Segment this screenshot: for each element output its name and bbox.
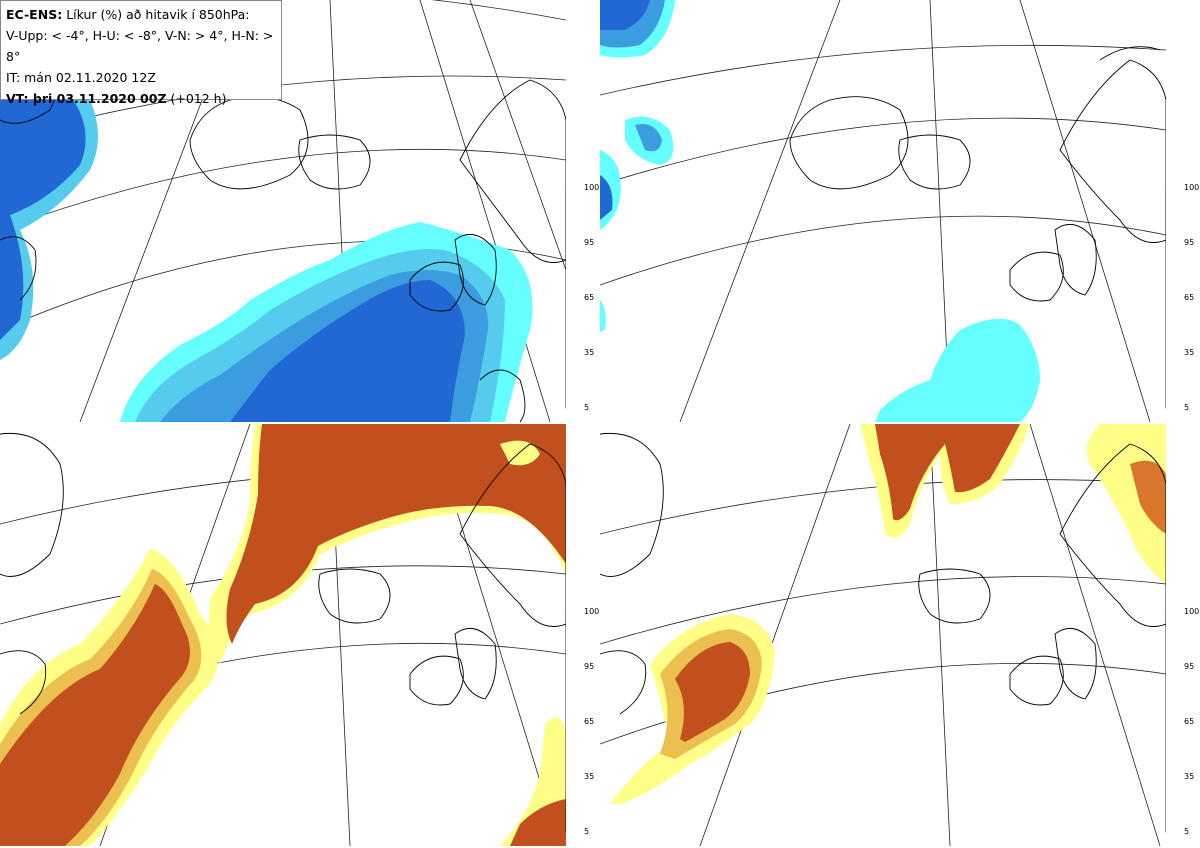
colorbar-tick-label: 100 xyxy=(1184,183,1200,192)
panel-top-right-h-u xyxy=(600,0,1166,422)
probability-map-cold-4 xyxy=(0,0,566,422)
colorbar-tick-label: 65 xyxy=(584,717,595,726)
colorbar-tick-label: 5 xyxy=(1184,403,1190,412)
info-categories-line: V-Upp: < -4°, H-U: < -8°, V-N: > 4°, H-N… xyxy=(6,28,274,64)
coastlines xyxy=(0,8,566,422)
colorbar-tick-label: 5 xyxy=(584,827,590,836)
cold-area-south xyxy=(875,318,1040,422)
title-text: Líkur (%) að hitavik í 850hPa: xyxy=(66,7,250,22)
colorbar-tick-label: 95 xyxy=(584,238,595,247)
warm-area-hole xyxy=(500,440,540,466)
model-name: EC-ENS: xyxy=(6,7,63,22)
warm-area-north-core xyxy=(875,424,1020,521)
forecast-info-box: EC-ENS: Líkur (%) að hitavik í 850hPa: V… xyxy=(0,0,282,106)
warm-area-southeast-core xyxy=(510,799,566,846)
graticule xyxy=(600,0,1166,422)
coastlines xyxy=(789,46,1166,302)
colorbar-tick-label: 35 xyxy=(1184,348,1195,357)
panel-bottom-right-h-n xyxy=(600,424,1166,846)
cold-area-blob-1-core xyxy=(635,124,662,152)
colorbar-tick-label: 95 xyxy=(1184,238,1195,247)
colorbar-tick-label: 100 xyxy=(584,607,600,616)
warm-area-tongue-core xyxy=(675,642,750,742)
probability-map-warm-8 xyxy=(600,424,1166,846)
colorbar-tick-label: 100 xyxy=(584,183,600,192)
valid-time: VT: þri 03.11.2020 00Z xyxy=(6,91,167,106)
colorbar-tick-label: 95 xyxy=(584,662,595,671)
info-title-line: EC-ENS: Líkur (%) að hitavik í 850hPa: xyxy=(6,4,276,25)
probability-map-cold-8 xyxy=(600,0,1166,422)
warm-area-north-core xyxy=(226,424,566,644)
cold-area-main-core xyxy=(230,280,465,422)
cold-area-north-core xyxy=(600,0,650,30)
cold-area-west-core xyxy=(600,175,613,220)
warm-area-tongue-core xyxy=(0,584,190,846)
colorbar-tick-label: 65 xyxy=(1184,717,1195,726)
coastlines xyxy=(0,432,566,715)
cold-area-west-small xyxy=(600,300,606,332)
colorbar-tick-label: 5 xyxy=(1184,827,1190,836)
colorbar-tick-label: 5 xyxy=(584,403,590,412)
lead-time: (+012 h) xyxy=(170,91,227,106)
colorbar-tick-label: 35 xyxy=(584,772,595,781)
colorbar-tick-label: 65 xyxy=(1184,293,1195,302)
cold-area-west-core xyxy=(0,95,86,340)
probability-map-warm-4 xyxy=(0,424,566,846)
warm-area-northeast-core xyxy=(1130,460,1166,534)
coastlines xyxy=(600,432,1166,715)
info-valid-line: VT: þri 03.11.2020 00Z (+012 h) xyxy=(6,88,276,109)
colorbar-tick-label: 95 xyxy=(1184,662,1195,671)
panel-top-left-v-upp xyxy=(0,0,566,422)
colorbar-tick-label: 100 xyxy=(1184,607,1200,616)
info-init-time: IT: mán 02.11.2020 12Z xyxy=(6,70,156,85)
colorbar-tick-label: 65 xyxy=(584,293,595,302)
colorbar-tick-label: 35 xyxy=(584,348,595,357)
panel-bottom-left-v-n xyxy=(0,424,566,846)
colorbar-tick-label: 35 xyxy=(1184,772,1195,781)
